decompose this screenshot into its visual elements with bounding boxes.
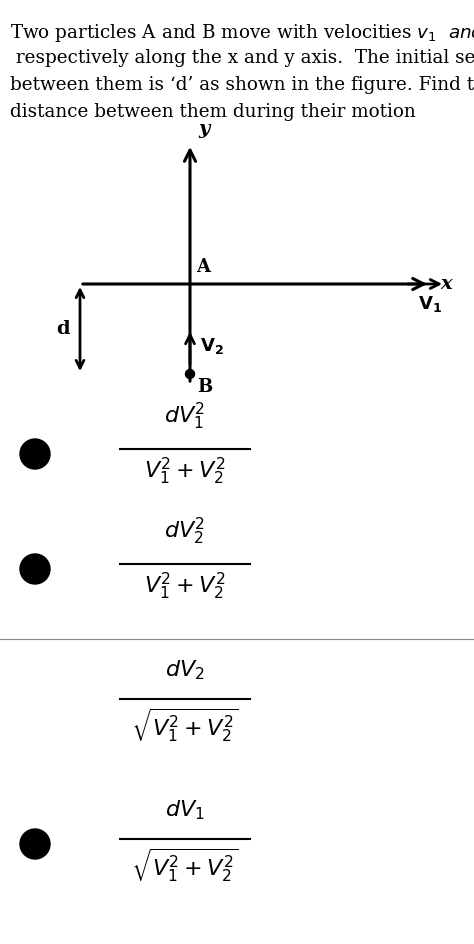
Text: $dV_{2}^{2}$: $dV_{2}^{2}$ — [164, 515, 206, 547]
Circle shape — [20, 439, 50, 469]
Text: $\mathbf{V_1}$: $\mathbf{V_1}$ — [418, 294, 441, 314]
Circle shape — [20, 829, 50, 859]
Text: B: B — [197, 378, 212, 396]
Text: $dV_{1}$: $dV_{1}$ — [165, 799, 205, 822]
Text: A: A — [29, 447, 41, 461]
Text: $\sqrt{V_{1}^{2} + V_{2}^{2}}$: $\sqrt{V_{1}^{2} + V_{2}^{2}}$ — [131, 846, 239, 884]
Text: d: d — [56, 320, 70, 338]
Text: $\sqrt{V_{1}^{2} + V_{2}^{2}}$: $\sqrt{V_{1}^{2} + V_{2}^{2}}$ — [131, 706, 239, 744]
Text: D: D — [28, 837, 42, 851]
Text: y: y — [198, 120, 210, 138]
Text: $\mathbf{V_2}$: $\mathbf{V_2}$ — [200, 336, 224, 357]
Text: $dV_{2}$: $dV_{2}$ — [165, 658, 205, 682]
Text: $V_{1}^{2} + V_{2}^{2}$: $V_{1}^{2} + V_{2}^{2}$ — [144, 571, 226, 602]
Circle shape — [20, 554, 50, 584]
Text: respectively along the x and y axis.  The initial separation: respectively along the x and y axis. The… — [10, 49, 474, 67]
Text: $V_{1}^{2} + V_{2}^{2}$: $V_{1}^{2} + V_{2}^{2}$ — [144, 456, 226, 487]
Text: distance between them during their motion: distance between them during their motio… — [10, 103, 416, 121]
Text: $dV_{1}^{2}$: $dV_{1}^{2}$ — [164, 401, 206, 432]
Circle shape — [185, 369, 194, 379]
Text: A: A — [196, 258, 210, 276]
Text: between them is ‘d’ as shown in the figure. Find the least: between them is ‘d’ as shown in the figu… — [10, 76, 474, 94]
Text: x: x — [440, 275, 452, 293]
Text: B: B — [28, 562, 42, 576]
Text: Two particles A and B move with velocities $v_1$  $\mathbf{\mathit{and}}$  $v_2$: Two particles A and B move with velociti… — [10, 22, 474, 44]
